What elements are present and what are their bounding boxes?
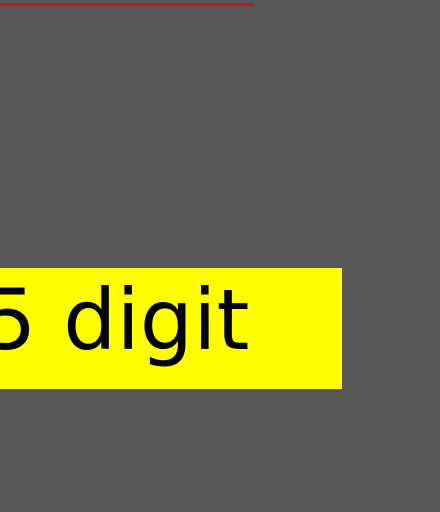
highlighted-label-text: 5 digit <box>0 271 250 369</box>
highlighted-label-box: 5 digit <box>0 268 342 389</box>
top-red-rule <box>0 3 254 6</box>
